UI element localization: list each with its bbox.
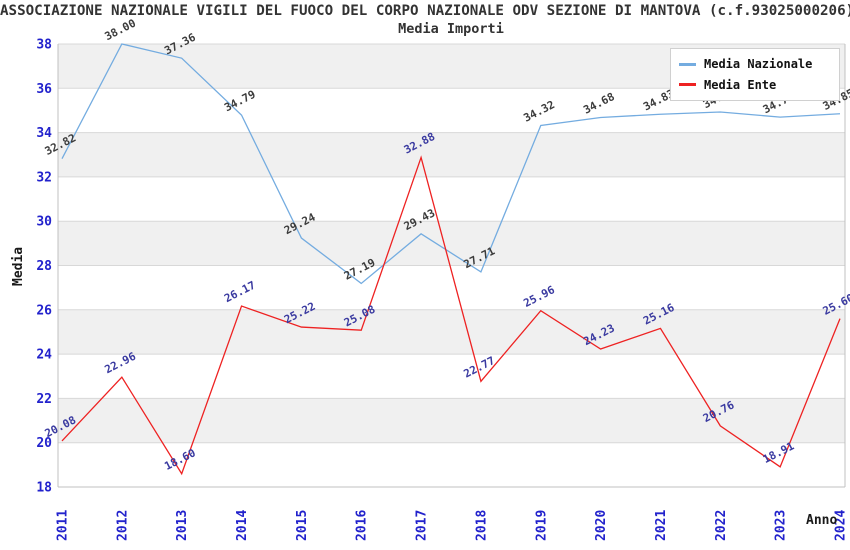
x-tick-label: 2020 (594, 510, 609, 541)
x-tick-label: 2018 (474, 510, 489, 541)
chart-subtitle: Media Importi (398, 21, 504, 37)
y-tick-label: 36 (36, 82, 52, 97)
x-tick-label: 2011 (56, 510, 71, 541)
chart-title: ASSOCIAZIONE NAZIONALE VIGILI DEL FUOCO … (0, 3, 850, 19)
data-label-media-ente: 18.91 (761, 439, 797, 466)
line-swatch-icon (679, 83, 696, 87)
x-tick-label: 2024 (834, 510, 849, 541)
line-swatch-icon (679, 62, 696, 66)
series-line-media-ente (61, 155, 841, 476)
x-tick-label: 2016 (355, 510, 370, 541)
legend-label: Media Nazionale (704, 57, 813, 72)
data-label-media-nazionale: 34.68 (581, 90, 616, 117)
y-tick-label: 18 (36, 481, 52, 496)
x-tick-label: 2021 (654, 510, 669, 541)
data-label-media-nazionale: 38.00 (103, 17, 138, 44)
legend-label: Media Ente (704, 77, 777, 92)
data-label-media-ente: 26.17 (222, 279, 257, 306)
data-label-media-ente: 25.96 (521, 283, 557, 310)
plot-band (58, 398, 845, 443)
legend-item-media-nazionale: Media Nazionale (679, 57, 831, 71)
x-axis-title: Anno (806, 513, 838, 528)
y-tick-label: 22 (36, 392, 52, 407)
y-axis-title: Media (11, 246, 26, 286)
data-label-media-nazionale: 34.32 (521, 98, 556, 125)
y-tick-label: 24 (36, 348, 52, 363)
x-tick-label: 2017 (415, 510, 430, 541)
x-tick-label: 2023 (774, 510, 789, 541)
x-tick-label: 2022 (714, 510, 729, 541)
y-tick-label: 28 (36, 259, 52, 274)
x-tick-label: 2012 (115, 510, 130, 541)
legend-item-media-ente: Media Ente (679, 78, 831, 92)
plot-band (58, 132, 845, 177)
x-tick-label: 2019 (534, 510, 549, 541)
y-tick-label: 38 (36, 38, 52, 53)
x-tick-label: 2014 (235, 510, 250, 541)
y-tick-label: 26 (36, 303, 52, 318)
x-tick-label: 2015 (295, 510, 310, 541)
data-label-media-nazionale: 34.79 (222, 88, 257, 115)
y-tick-label: 34 (36, 126, 52, 141)
plot-band (58, 221, 845, 266)
plot-band (58, 309, 845, 355)
x-tick-label: 2013 (175, 510, 190, 541)
legend: Media Nazionale Media Ente (670, 48, 840, 101)
y-tick-label: 30 (36, 215, 52, 230)
series-line-media-nazionale (61, 43, 841, 285)
y-tick-label: 32 (36, 170, 52, 185)
y-tick-label: 20 (36, 436, 52, 451)
